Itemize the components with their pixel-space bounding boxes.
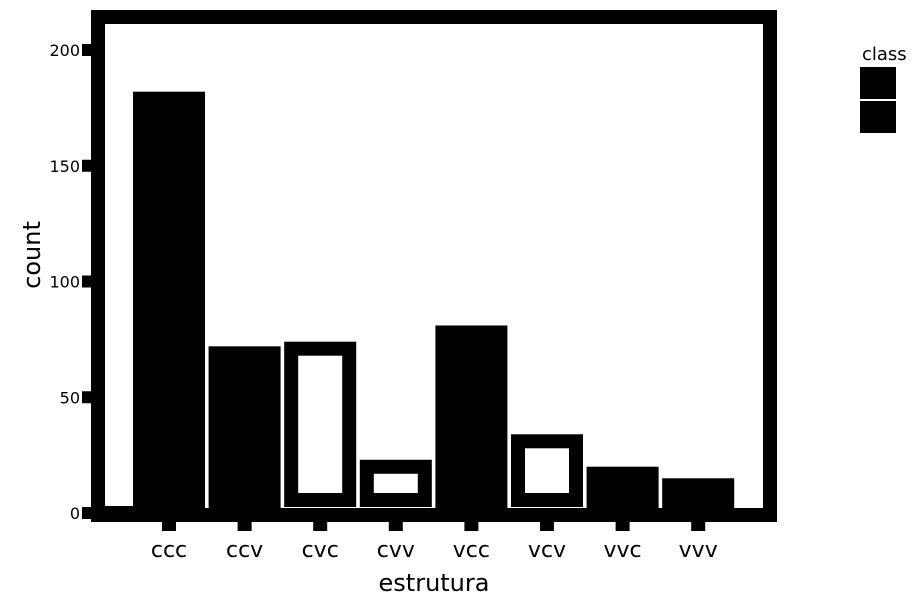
x-tick-label: cvv: [377, 538, 415, 563]
bar-vcc: [435, 325, 508, 513]
y-tick-mark: [82, 507, 96, 519]
y-tick-mark: [82, 44, 96, 56]
x-axis: ccc ccv cvc cvv vcc vcv vvc vvv: [151, 521, 718, 563]
x-tick-mark: [464, 521, 479, 531]
y-axis-title: count: [18, 221, 46, 289]
y-tick-label: 200: [49, 41, 80, 60]
bar-vvv: [662, 478, 735, 513]
y-tick-mark: [82, 275, 96, 288]
bar-ccv: [208, 346, 281, 513]
plot-frame: [91, 10, 777, 522]
y-tick-label: 150: [49, 157, 80, 176]
x-tick-mark: [237, 521, 252, 531]
x-tick-mark: [313, 521, 328, 531]
legend: class: [860, 44, 907, 133]
bars: [105, 91, 735, 515]
legend-key-2: [860, 101, 896, 133]
x-tick-label: cvc: [302, 538, 339, 563]
y-axis: 0 50 100 150 200: [49, 41, 96, 523]
x-tick-mark: [388, 521, 403, 531]
x-tick-label: vcc: [453, 538, 490, 563]
x-tick-label: vvv: [679, 538, 718, 563]
x-axis-title: estrutura: [379, 569, 490, 597]
x-tick-label: vvc: [604, 538, 642, 563]
legend-title: class: [862, 44, 907, 65]
x-tick-mark: [162, 521, 176, 531]
x-tick-label: ccv: [226, 538, 263, 563]
baseline: [105, 506, 135, 515]
bar-vvc: [586, 466, 659, 513]
legend-key-1: [860, 67, 896, 99]
x-tick-label: vcv: [528, 538, 566, 563]
y-tick-mark: [82, 391, 96, 404]
x-tick-label: ccc: [151, 538, 187, 563]
y-tick-label: 0: [70, 504, 80, 523]
bar-cvc: [284, 341, 357, 507]
x-tick-mark: [615, 521, 630, 531]
bar-ccc: [133, 91, 205, 514]
y-tick-mark: [82, 159, 96, 172]
x-tick-mark: [540, 521, 554, 531]
y-tick-label: 50: [60, 388, 80, 407]
y-tick-label: 100: [49, 273, 80, 292]
bar-cvv: [359, 459, 432, 508]
bar-vcv: [511, 434, 583, 508]
x-tick-mark: [691, 521, 706, 531]
